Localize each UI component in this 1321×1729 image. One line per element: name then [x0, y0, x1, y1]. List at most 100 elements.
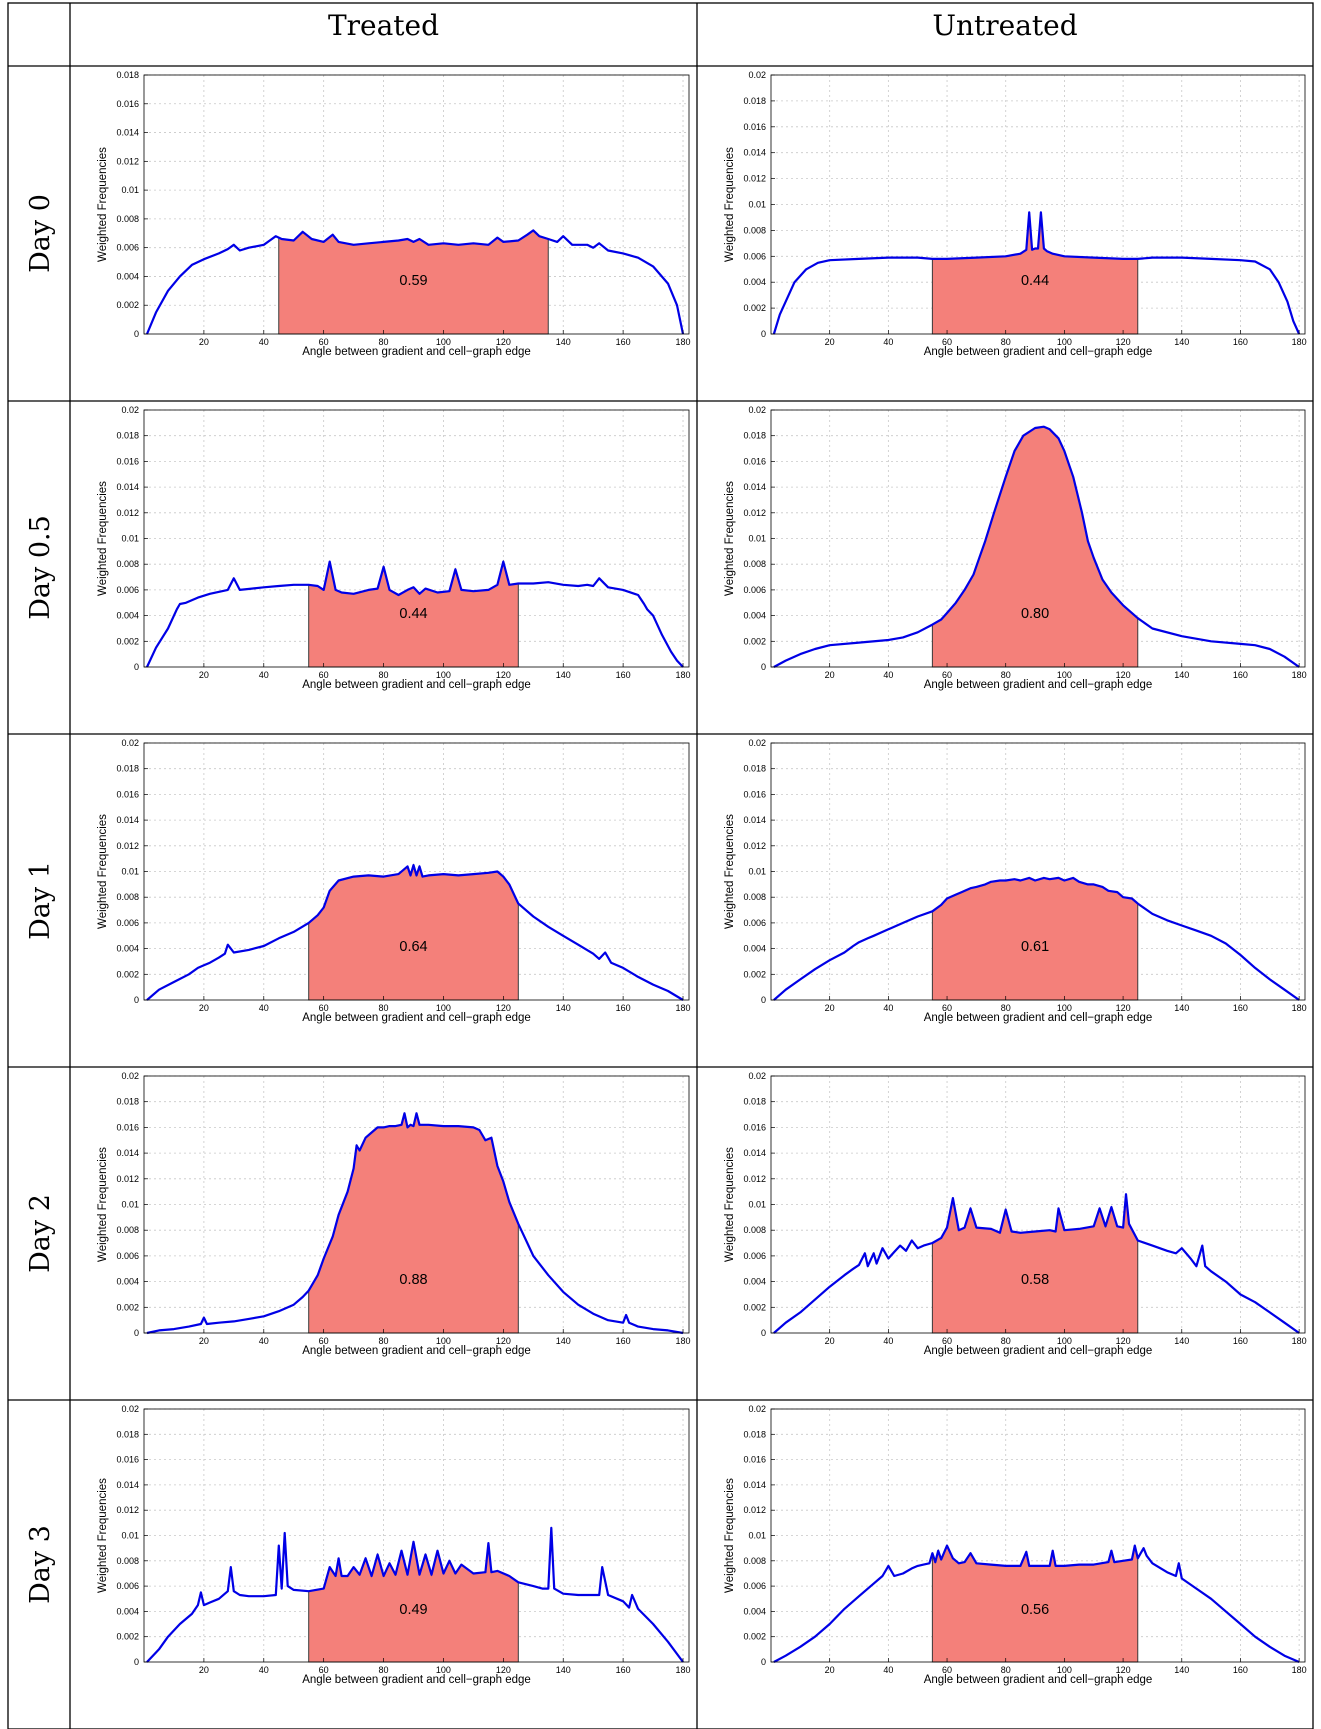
y-tick-label: 0.006: [743, 251, 766, 261]
y-tick-label: 0.004: [743, 611, 766, 621]
y-tick-label: 0.014: [743, 148, 766, 158]
y-tick-label: 0.002: [116, 1302, 139, 1312]
y-tick-label: 0.018: [743, 1429, 766, 1439]
y-tick-label: 0.002: [743, 1302, 766, 1312]
y-tick-label: 0.014: [116, 1148, 139, 1158]
x-tick-label: 60: [942, 337, 952, 347]
x-tick-label: 20: [199, 337, 209, 347]
y-tick-label: 0: [761, 1657, 766, 1667]
x-tick-label: 180: [675, 1336, 690, 1346]
chart-day-1-treated: 20 40 60 80 100 120 140 160 180 0 0.002 0.004 0.006 0…: [97, 738, 691, 1024]
y-tick-label: 0.018: [743, 764, 766, 774]
y-tick-label: 0.016: [116, 99, 139, 109]
x-tick-label: 140: [556, 1336, 571, 1346]
x-tick-label: 60: [319, 1336, 329, 1346]
y-tick-label: 0.02: [748, 1071, 766, 1081]
frequency-curve: [145, 229, 685, 335]
x-tick-label: 60: [942, 670, 952, 680]
chart-day-3-untreated: 20 40 60 80 100 120 140 160 180 0 0.002 0.004 0.006 0…: [724, 1404, 1307, 1686]
x-tick-label: 140: [556, 1665, 571, 1675]
y-tick-label: 0.012: [116, 1174, 139, 1184]
x-tick-label: 120: [496, 1665, 511, 1675]
integral-band: [931, 426, 1139, 668]
y-tick-label: 0.02: [121, 1404, 139, 1414]
x-tick-label: 120: [1116, 1665, 1131, 1675]
x-tick-label: 120: [1116, 670, 1131, 680]
x-tick-label: 80: [379, 337, 389, 347]
y-tick-label: 0.01: [121, 185, 139, 195]
row-header-day-3: Day 3: [25, 1525, 56, 1604]
x-axis-label: Angle between gradient and cell−graph ed…: [924, 1674, 1153, 1686]
y-tick-label: 0.006: [116, 1251, 139, 1261]
x-tick-label: 100: [1057, 670, 1072, 680]
y-tick-label: 0.004: [116, 1606, 139, 1616]
y-tick-label: 0.016: [743, 122, 766, 132]
y-tick-label: 0.012: [116, 841, 139, 851]
x-tick-label: 40: [883, 1336, 893, 1346]
y-axis-label: Weighted Frequencies: [97, 147, 109, 262]
y-tick-label: 0.018: [743, 1097, 766, 1107]
y-tick-label: 0.01: [748, 534, 766, 544]
x-tick-label: 80: [379, 1003, 389, 1013]
x-tick-label: 40: [883, 337, 893, 347]
x-tick-label: 180: [675, 337, 690, 347]
x-tick-label: 120: [1116, 337, 1131, 347]
chart-day-0-treated: 20 40 60 80 100 120 140 160 180 0 0.002 0.004 0.006 0…: [97, 70, 691, 358]
y-tick-label: 0.006: [743, 1581, 766, 1591]
x-tick-label: 100: [436, 337, 451, 347]
y-tick-label: 0.006: [743, 585, 766, 595]
x-tick-label: 60: [942, 1665, 952, 1675]
x-tick-label: 100: [436, 1336, 451, 1346]
chart-day-1-untreated: 20 40 60 80 100 120 140 160 180 0 0.002 0.004 0.006 0…: [724, 738, 1307, 1024]
y-tick-label: 0: [761, 1328, 766, 1338]
y-tick-label: 0.02: [748, 70, 766, 80]
x-tick-label: 160: [616, 1003, 631, 1013]
y-tick-label: 0.006: [116, 585, 139, 595]
y-tick-label: 0.012: [116, 156, 139, 166]
x-tick-label: 60: [319, 670, 329, 680]
chart-day-0-5-untreated: 20 40 60 80 100 120 140 160 180 0 0.002 0.004 0.006 0…: [724, 405, 1307, 691]
table-border: [7, 2, 1314, 1729]
x-tick-label: 60: [319, 1003, 329, 1013]
x-tick-label: 180: [675, 670, 690, 680]
area-value-label: 0.88: [399, 1272, 427, 1288]
plot-frame: [143, 74, 690, 335]
y-axis-label: Weighted Frequencies: [724, 147, 736, 262]
y-tick-label: 0.002: [116, 300, 139, 310]
x-tick-label: 40: [259, 1665, 269, 1675]
y-tick-label: 0.014: [743, 1148, 766, 1158]
x-tick-label: 140: [556, 1003, 571, 1013]
y-tick-label: 0.004: [116, 1277, 139, 1287]
y-tick-label: 0.018: [116, 764, 139, 774]
column-header-untreated: Untreated: [932, 9, 1077, 42]
x-tick-label: 160: [1233, 670, 1248, 680]
area-value-label: 0.61: [1021, 939, 1049, 955]
y-tick-label: 0.01: [748, 1531, 766, 1541]
x-tick-label: 100: [1057, 1665, 1072, 1675]
x-tick-label: 160: [616, 337, 631, 347]
y-tick-label: 0.014: [743, 815, 766, 825]
y-tick-label: 0.002: [116, 636, 139, 646]
x-tick-label: 120: [496, 1003, 511, 1013]
y-tick-label: 0.008: [116, 559, 139, 569]
x-tick-label: 140: [1174, 1003, 1189, 1013]
chart-day-2-treated: 20 40 60 80 100 120 140 160 180 0 0.002 0.004 0.006 0…: [97, 1071, 691, 1357]
y-tick-label: 0.006: [116, 918, 139, 928]
integral-band: [931, 1194, 1139, 1334]
y-axis-label: Weighted Frequencies: [97, 1478, 109, 1593]
x-tick-label: 60: [319, 337, 329, 347]
x-axis-label: Angle between gradient and cell−graph ed…: [302, 1674, 531, 1686]
y-tick-label: 0.02: [121, 405, 139, 415]
frequency-curve: [773, 1193, 1300, 1334]
x-tick-label: 100: [436, 1003, 451, 1013]
x-tick-label: 160: [616, 1336, 631, 1346]
x-tick-label: 80: [379, 670, 389, 680]
y-tick-label: 0.01: [748, 867, 766, 877]
area-value-label: 0.44: [399, 606, 427, 622]
y-tick-label: 0.016: [743, 456, 766, 466]
y-tick-label: 0.008: [743, 1556, 766, 1566]
chart-day-0-untreated: 20 40 60 80 100 120 140 160 180 0 0.002 0.004 0.006 0…: [724, 70, 1307, 358]
y-tick-label: 0.01: [121, 867, 139, 877]
table-grid: [7, 2, 1314, 1729]
